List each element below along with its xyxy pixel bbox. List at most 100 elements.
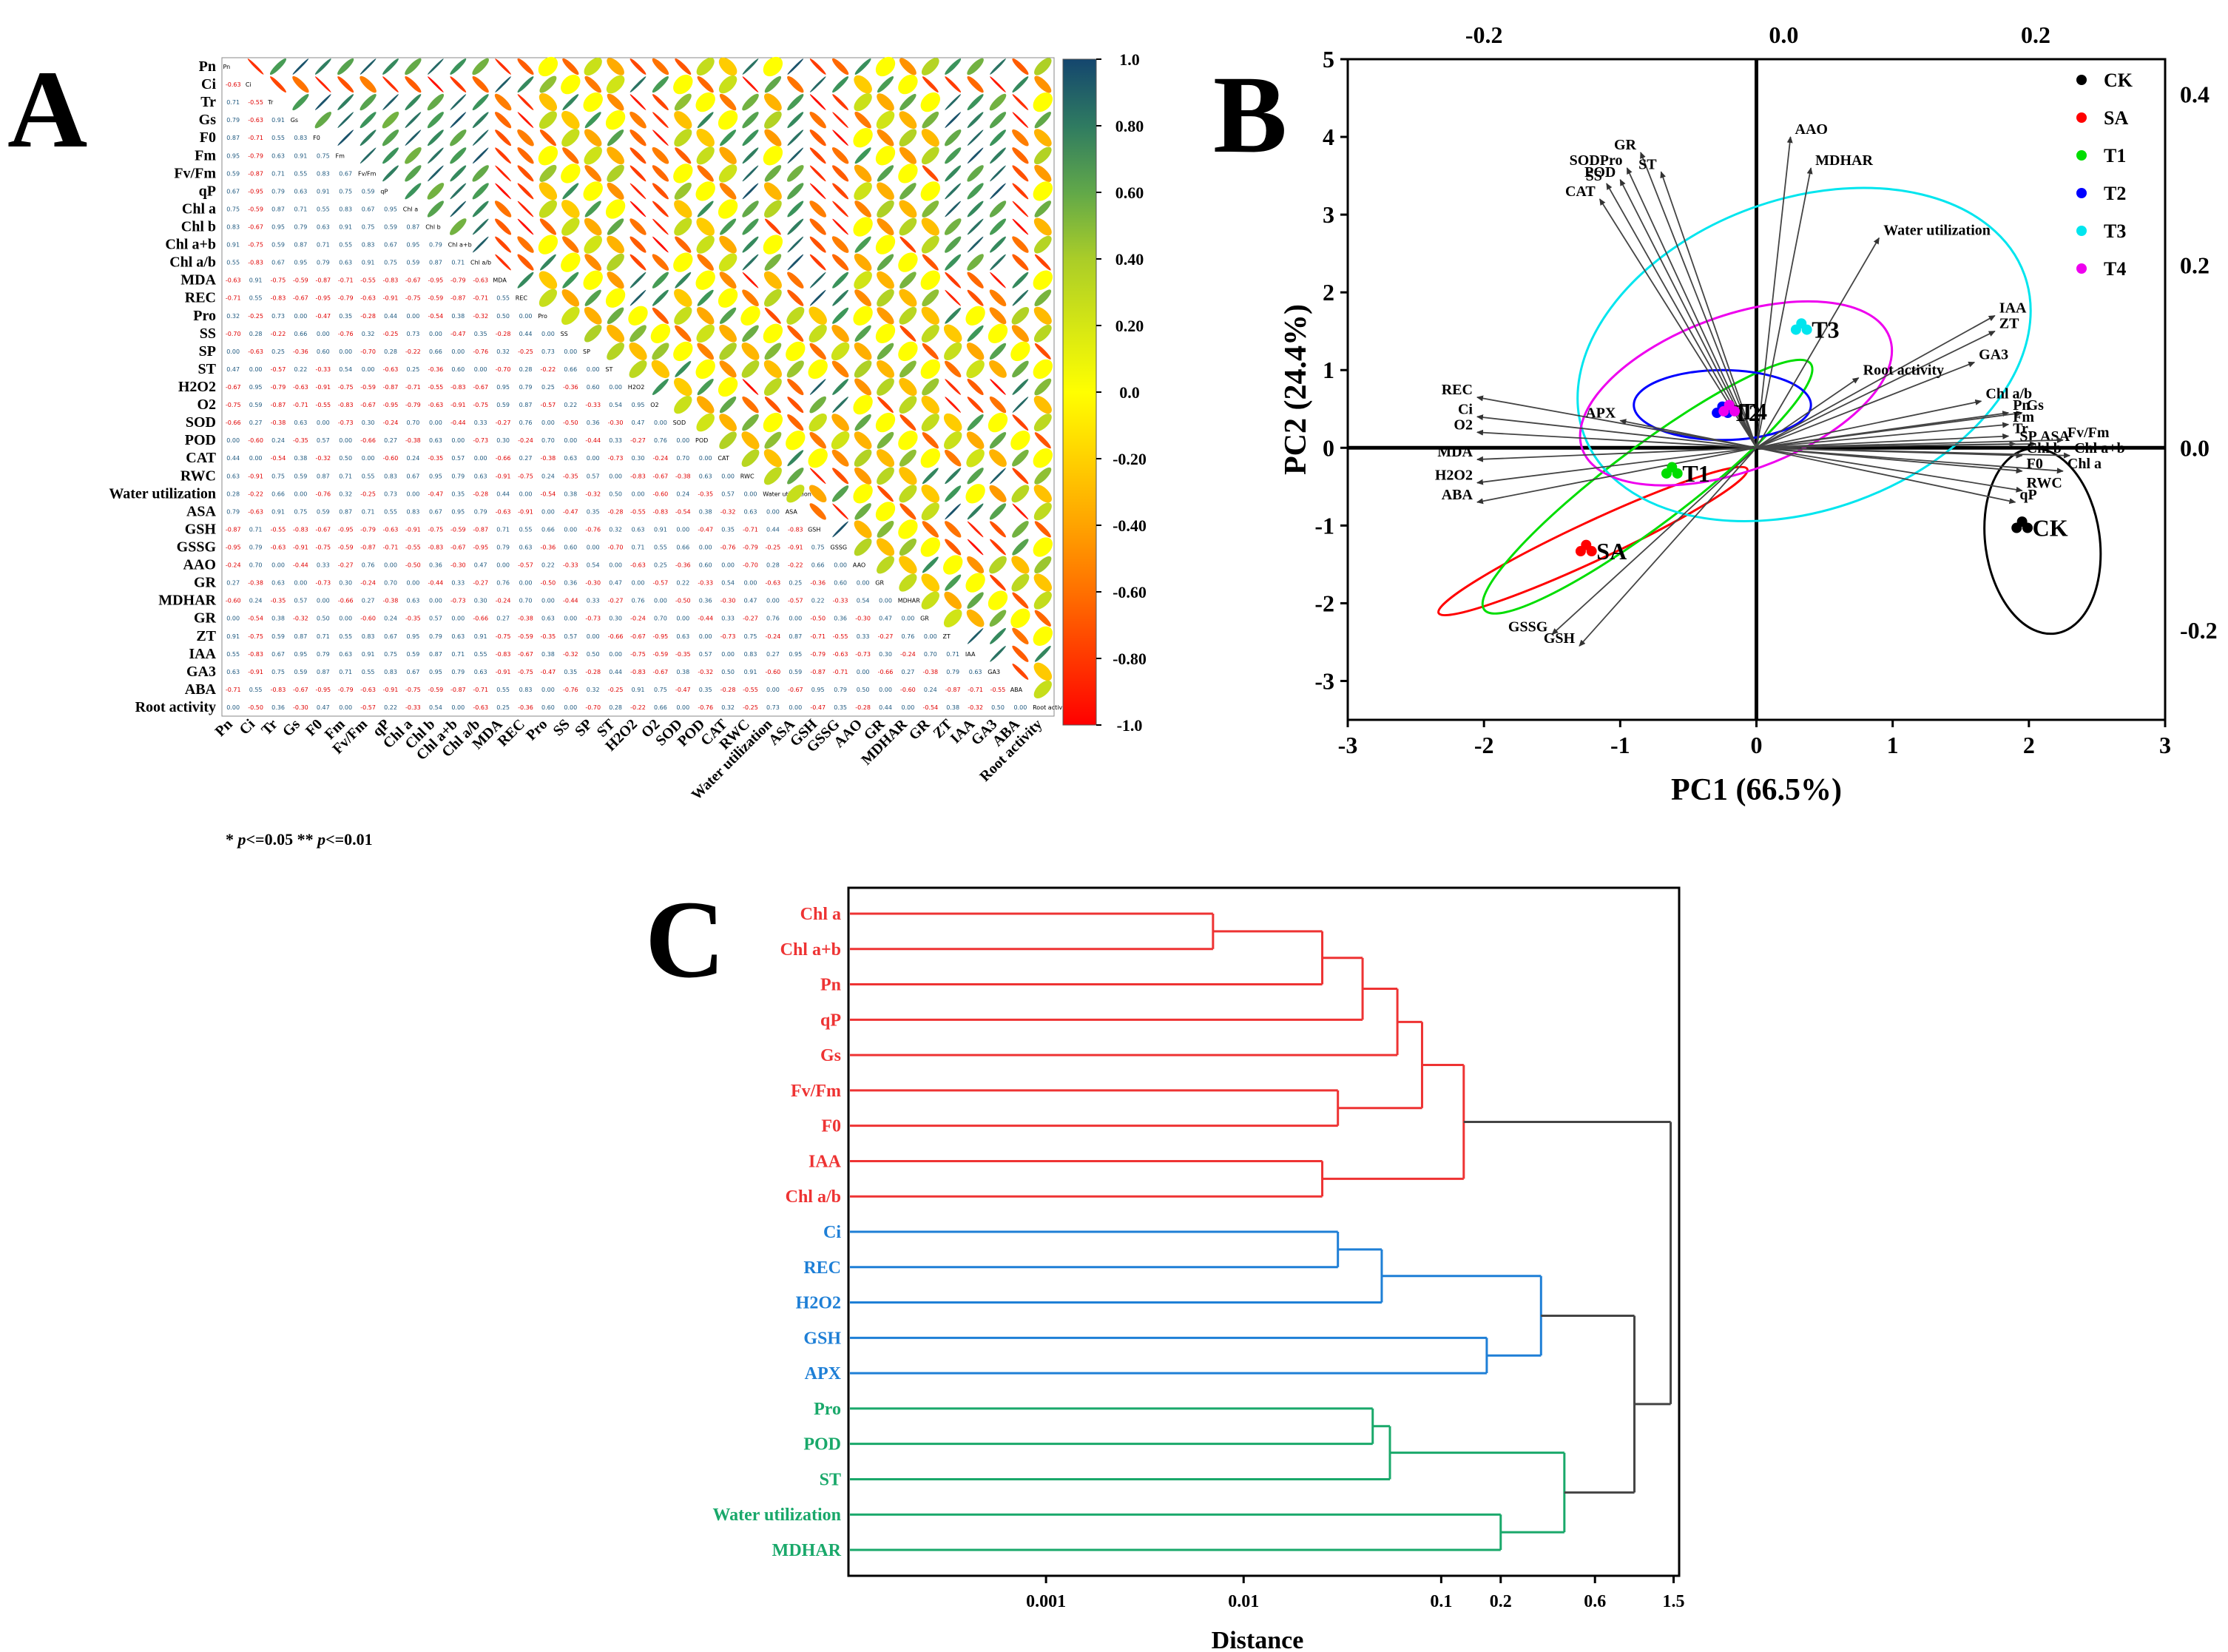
heatmap-ellipse [719,324,737,343]
heatmap-ellipse [854,253,872,272]
heatmap-ellipse [922,521,939,538]
colorbar-tick-label: -1.0 [1117,716,1143,735]
heatmap-ellipse [675,325,692,342]
heatmap-value: 0.32 [496,348,510,355]
heatmap-value: 0.73 [541,348,555,355]
heatmap-value: 0.00 [474,366,487,373]
note-p: p [237,830,246,849]
colorbar-tick-label: -0.80 [1113,650,1147,668]
heatmap-value: -0.75 [315,545,331,551]
heatmap-value: -0.35 [405,616,421,622]
heatmap-value: 0.27 [901,669,914,675]
heatmap-ellipse [405,147,422,164]
heatmap-value: 0.83 [226,224,240,231]
heatmap-value: 0.30 [339,580,352,587]
heatmap-ellipse [382,94,399,110]
heatmap-ellipse [877,218,894,235]
heatmap-value: 0.00 [564,704,577,711]
heatmap-ellipse [809,431,826,449]
heatmap-value: -0.28 [585,669,601,675]
heatmap-value: -0.70 [226,331,241,337]
heatmap-ellipse [945,503,962,520]
heatmap-ellipse [607,324,625,343]
heatmap-ellipse [719,272,737,289]
heatmap-value: -0.95 [315,687,331,693]
heatmap-ellipse [719,414,737,431]
heatmap-value: 0.63 [699,473,712,479]
heatmap-ellipse [742,93,759,111]
colorbar-tick-label: 0.0 [1119,383,1140,402]
heatmap-value: 0.71 [339,669,352,675]
heatmap-value: -0.50 [248,704,263,711]
heatmap-value: 0.83 [339,206,352,213]
pca-loading-label: Ci [1458,401,1473,417]
heatmap-ellipse [875,412,896,433]
heatmap-ellipse [1034,75,1052,93]
heatmap-value: 0.75 [384,260,397,266]
heatmap-ellipse [877,289,894,307]
heatmap-value: -0.27 [496,419,511,426]
heatmap-value: 0.57 [294,598,307,604]
heatmap-value: 0.00 [834,562,847,569]
heatmap-ellipse [359,93,377,111]
heatmap-value: 0.55 [271,135,285,141]
pca-loading-label: ST [1638,156,1657,172]
heatmap-ellipse [854,271,872,289]
heatmap-ellipse [607,129,624,146]
heatmap-ellipse [967,112,984,129]
heatmap-ellipse [944,591,962,610]
heatmap-value: 0.71 [339,473,352,479]
heatmap-value: 0.95 [249,384,263,391]
heatmap-value: 0.55 [519,526,533,533]
heatmap-ellipse [899,183,916,200]
heatmap-ellipse [967,236,984,253]
heatmap-ellipse [472,236,489,253]
heatmap-value: 0.63 [339,651,352,658]
heatmap-ellipse [988,590,1008,610]
dendro-x-tick-label: 0.6 [1584,1592,1606,1611]
dendro-x-tick-label: 1.5 [1663,1592,1685,1611]
heatmap-ellipse [899,414,916,431]
heatmap-value: 0.54 [429,704,442,711]
pca-loading-arrow [1579,447,1758,647]
heatmap-value: -0.24 [383,419,399,426]
heatmap-value: -0.27 [473,580,488,587]
heatmap-value: -0.36 [293,348,308,355]
heatmap-value: 0.67 [384,242,397,249]
heatmap-value: 0.00 [541,331,555,337]
heatmap-value: 0.00 [857,669,870,675]
heatmap-ellipse [877,467,894,485]
heatmap-value: -0.35 [541,633,556,640]
heatmap-ellipse [1012,94,1029,110]
heatmap-ellipse [875,502,896,522]
panel-label-b: B [1213,53,1287,176]
heatmap-ellipse [854,147,871,164]
pca-loading-arrow [1756,447,2071,459]
heatmap-value: 0.71 [249,526,263,533]
heatmap-ellipse [945,200,962,218]
heatmap-value: -0.73 [338,419,354,426]
heatmap-value: 0.00 [406,580,419,587]
heatmap-value: 0.47 [226,366,240,373]
heatmap-value: 0.36 [429,562,442,569]
heatmap-value: -0.71 [226,687,241,693]
heatmap-value: -0.95 [338,526,354,533]
heatmap-ellipse [945,183,962,200]
heatmap-value: 0.91 [632,687,645,693]
heatmap-value: 0.59 [384,224,397,231]
heatmap-value: 0.00 [451,704,465,711]
heatmap-ellipse [832,94,848,110]
heatmap-ellipse [1033,396,1052,414]
heatmap-value: -0.75 [405,687,421,693]
heatmap-value: -0.36 [810,580,826,587]
heatmap-value: -0.44 [293,562,308,569]
heatmap-value: -0.24 [360,580,376,587]
heatmap-ellipse [1012,129,1029,146]
heatmap-ellipse [809,147,826,164]
heatmap-ellipse [854,182,872,200]
pca-x-tick-label: -2 [1474,732,1494,758]
heatmap-ellipse [967,468,984,485]
heatmap-diagonal-label: GA3 [988,669,1000,675]
heatmap-ellipse [562,272,579,289]
heatmap-ellipse [720,129,737,146]
